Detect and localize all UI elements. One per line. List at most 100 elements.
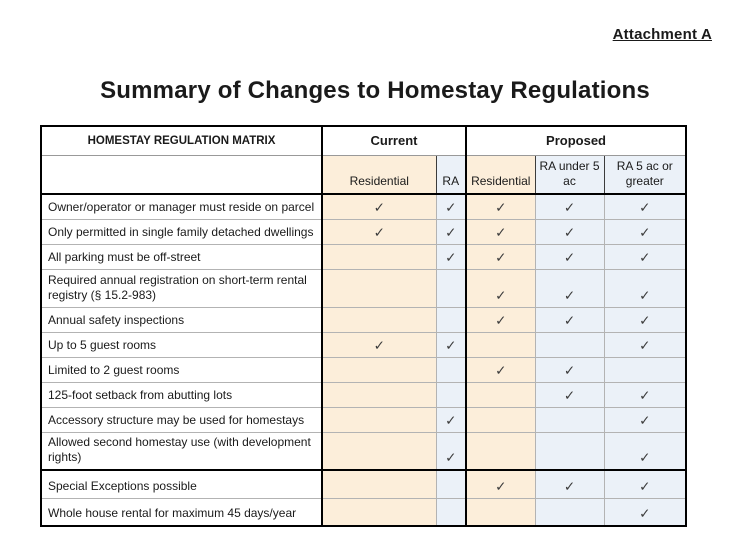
check-mark-cell: ✓ xyxy=(603,381,687,407)
row-label: All parking must be off-street xyxy=(41,243,322,269)
row-label: 125-foot setback from abutting lots xyxy=(41,381,322,407)
check-mark-cell: ✓ xyxy=(603,218,687,244)
check-mark-cell: ✓ xyxy=(603,406,687,432)
column-header-current-ra: RA xyxy=(435,154,467,195)
check-mark-cell: ✓ xyxy=(435,331,467,357)
column-header-proposed-residential: Residential xyxy=(465,154,536,195)
empty-check-cell xyxy=(465,381,536,407)
empty-check-cell xyxy=(435,381,467,407)
check-mark-cell: ✓ xyxy=(603,331,687,357)
check-mark-cell: ✓ xyxy=(603,243,687,269)
empty-check-cell xyxy=(465,431,536,470)
table-row: Only permitted in single family detached… xyxy=(41,218,687,244)
column-header-proposed-ra-under-5ac: RA under 5 ac xyxy=(534,154,605,195)
empty-check-cell xyxy=(321,243,436,269)
row-label: Whole house rental for maximum 45 days/y… xyxy=(41,497,322,526)
row-label: Allowed second homestay use (with develo… xyxy=(41,431,322,470)
empty-check-cell xyxy=(435,306,467,332)
check-mark-cell: ✓ xyxy=(534,268,605,307)
check-mark-cell: ✓ xyxy=(534,193,605,219)
empty-check-cell xyxy=(435,497,467,526)
check-mark-cell: ✓ xyxy=(435,431,467,470)
empty-check-cell xyxy=(435,268,467,307)
empty-check-cell xyxy=(534,331,605,357)
check-mark-cell: ✓ xyxy=(534,306,605,332)
regulation-rows: Owner/operator or manager must reside on… xyxy=(41,193,687,526)
group-header-row: HOMESTAY REGULATION MATRIX Current Propo… xyxy=(41,126,687,156)
check-mark-cell: ✓ xyxy=(534,218,605,244)
row-label: Required annual registration on short-te… xyxy=(41,268,322,307)
empty-check-cell xyxy=(321,497,436,526)
empty-check-cell xyxy=(321,356,436,382)
check-mark-cell: ✓ xyxy=(603,193,687,219)
check-mark-cell: ✓ xyxy=(465,306,536,332)
column-header-row: Residential RA Residential RA under 5 ac… xyxy=(41,154,687,195)
page-title: Summary of Changes to Homestay Regulatio… xyxy=(100,77,650,104)
check-mark-cell: ✓ xyxy=(534,381,605,407)
empty-check-cell xyxy=(321,381,436,407)
row-label: Only permitted in single family detached… xyxy=(41,218,322,244)
empty-check-cell xyxy=(534,431,605,470)
table-row: 125-foot setback from abutting lots ✓ ✓ xyxy=(41,381,687,407)
empty-check-cell xyxy=(435,469,467,498)
check-mark-cell: ✓ xyxy=(465,193,536,219)
row-label: Up to 5 guest rooms xyxy=(41,331,322,357)
empty-check-cell xyxy=(534,406,605,432)
check-mark-cell: ✓ xyxy=(321,218,436,244)
check-mark-cell: ✓ xyxy=(321,193,436,219)
empty-check-cell xyxy=(465,406,536,432)
check-mark-cell: ✓ xyxy=(465,218,536,244)
table-row: Owner/operator or manager must reside on… xyxy=(41,193,687,219)
empty-check-cell xyxy=(534,497,605,526)
check-mark-cell: ✓ xyxy=(534,356,605,382)
check-mark-cell: ✓ xyxy=(465,243,536,269)
table-row: Special Exceptions possible ✓ ✓ ✓ xyxy=(41,469,687,498)
matrix-title-header: HOMESTAY REGULATION MATRIX xyxy=(41,126,322,156)
column-header-current-residential: Residential xyxy=(321,154,437,195)
matrix-subheader-empty-cell xyxy=(41,154,322,195)
table-row: Whole house rental for maximum 45 days/y… xyxy=(41,497,687,526)
check-mark-cell: ✓ xyxy=(465,469,536,498)
check-mark-cell: ✓ xyxy=(603,469,687,498)
check-mark-cell: ✓ xyxy=(603,431,687,470)
check-mark-cell: ✓ xyxy=(435,218,467,244)
group-header-current: Current xyxy=(320,126,467,156)
row-label: Annual safety inspections xyxy=(41,306,322,332)
table-row: All parking must be off-street ✓ ✓ ✓ ✓ xyxy=(41,243,687,269)
check-mark-cell: ✓ xyxy=(321,331,436,357)
empty-check-cell xyxy=(321,469,436,498)
table-row: Annual safety inspections ✓ ✓ ✓ xyxy=(41,306,687,332)
check-mark-cell: ✓ xyxy=(603,497,687,526)
check-mark-cell: ✓ xyxy=(465,356,536,382)
attachment-label: Attachment A xyxy=(612,26,712,43)
row-label: Special Exceptions possible xyxy=(41,469,322,498)
table-row: Required annual registration on short-te… xyxy=(41,268,687,307)
table-row: Accessory structure may be used for home… xyxy=(41,406,687,432)
row-label: Accessory structure may be used for home… xyxy=(41,406,322,432)
table-row: Limited to 2 guest rooms ✓ ✓ xyxy=(41,356,687,382)
empty-check-cell xyxy=(321,431,436,470)
empty-check-cell xyxy=(321,406,436,432)
empty-check-cell xyxy=(465,497,536,526)
check-mark-cell: ✓ xyxy=(603,268,687,307)
check-mark-cell: ✓ xyxy=(534,243,605,269)
table-row: Allowed second homestay use (with develo… xyxy=(41,431,687,470)
empty-check-cell xyxy=(435,356,467,382)
empty-check-cell xyxy=(465,331,536,357)
check-mark-cell: ✓ xyxy=(465,268,536,307)
check-mark-cell: ✓ xyxy=(435,243,467,269)
homestay-regulation-table: HOMESTAY REGULATION MATRIX Current Propo… xyxy=(40,125,688,527)
check-mark-cell: ✓ xyxy=(534,469,605,498)
group-header-proposed: Proposed xyxy=(465,126,687,156)
column-header-proposed-ra-5ac-or-greater: RA 5 ac or greater xyxy=(603,154,687,195)
empty-check-cell xyxy=(321,306,436,332)
check-mark-cell: ✓ xyxy=(435,193,467,219)
empty-check-cell xyxy=(321,268,436,307)
row-label: Owner/operator or manager must reside on… xyxy=(41,193,322,219)
check-mark-cell: ✓ xyxy=(435,406,467,432)
check-mark-cell: ✓ xyxy=(603,306,687,332)
row-label: Limited to 2 guest rooms xyxy=(41,356,322,382)
table-row: Up to 5 guest rooms ✓ ✓ ✓ xyxy=(41,331,687,357)
empty-check-cell xyxy=(603,356,687,382)
